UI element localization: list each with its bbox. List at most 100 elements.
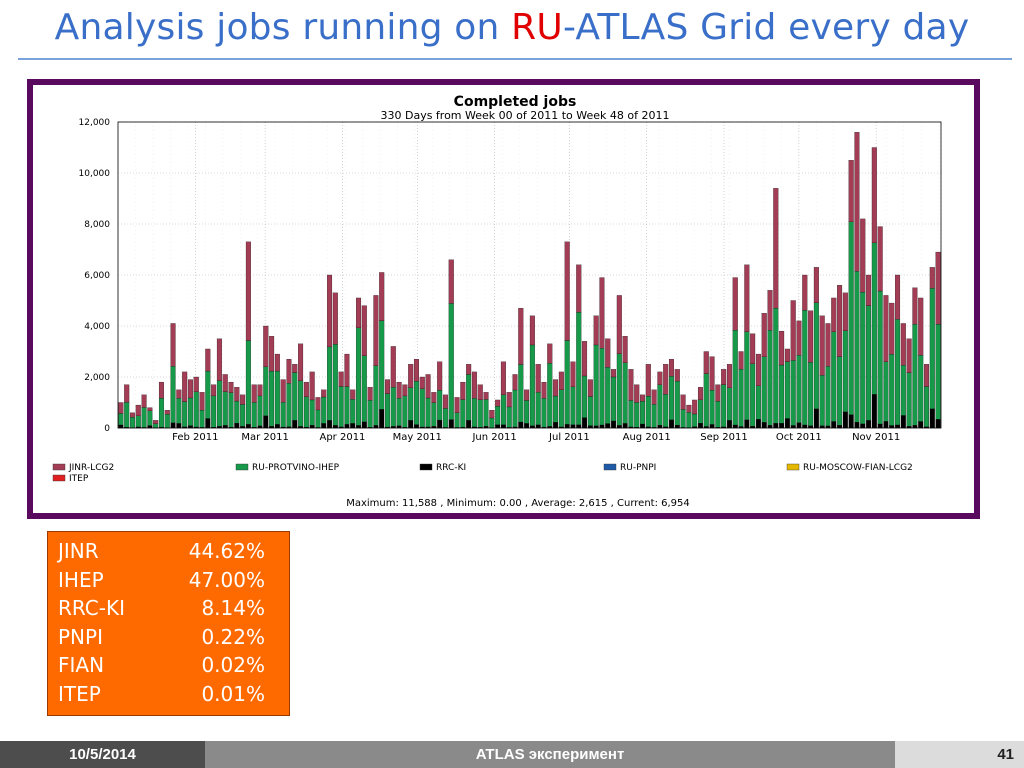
bar-segment-jinr [141,394,147,408]
bar-segment-protvino-ihep [570,386,576,425]
y-tick-label: 10,000 [79,169,111,179]
bar-segment-protvino-ihep [303,396,309,428]
legend-item: RU-PNPI [603,463,656,473]
legend-item: ITEP [52,474,89,484]
bar-segment-protvino-ihep [767,330,773,426]
bar-segment-protvino-ihep [529,344,535,426]
bar-segment-protvino-ihep [361,355,367,423]
bar-segment-protvino-ihep [640,401,646,425]
x-tick-label: Mar 2011 [241,432,289,443]
bar-segment-jinr [170,323,176,367]
bar-segment-jinr [784,348,790,362]
bar-segment-jinr [929,267,935,289]
bar-segment-protvino-ihep [860,291,866,424]
bar-segment-jinr [645,364,651,397]
bar-segment-rrc-ki [570,424,576,429]
bar-segment-jinr [379,272,385,321]
bar-segment-protvino-ihep [454,412,460,428]
bar-segment-jinr [703,351,709,374]
bar-segment-jinr [831,297,837,332]
bar-segment-jinr [390,346,396,388]
bar-segment-jinr [350,389,356,400]
bar-segment-protvino-ihep [524,400,530,424]
bar-segment-protvino-ihep [576,312,582,425]
bar-segment-rrc-ki [779,423,785,429]
bar-segment-protvino-ihep [784,361,790,419]
bar-segment-rrc-ki [744,419,750,429]
bar-segment-jinr [686,404,692,413]
bar-segment-protvino-ihep [263,366,269,416]
x-tick-label: Jul 2011 [548,432,590,443]
bar-segment-protvino-ihep [402,395,408,428]
bar-segment-protvino-ihep [286,383,292,427]
bar-segment-protvino-ihep [802,310,808,426]
bar-segment-jinr [506,392,512,408]
bar-segment-protvino-ihep [761,356,767,423]
bar-segment-jinr [541,381,547,399]
bar-segment-rrc-ki [854,421,860,429]
bar-segment-jinr [124,384,130,403]
bar-segment-rrc-ki [755,419,761,429]
legend-swatch [603,463,617,471]
bar-segment-protvino-ihep [582,375,588,418]
bar-segment-protvino-ihep [483,399,489,427]
bar-segment-protvino-ihep [651,404,657,428]
bar-segment-jinr [176,389,182,399]
bar-segment-rrc-ki [611,420,617,429]
bar-segment-protvino-ihep [825,366,831,427]
bar-segment-jinr [674,369,680,382]
bar-segment-jinr [419,376,425,389]
bar-segment-jinr [234,387,240,402]
bar-segment-protvino-ihep [790,360,796,426]
bar-segment-jinr [634,384,640,403]
share-site-name: FIAN [58,653,105,677]
bar-segment-rrc-ki [437,419,443,429]
bar-segment-jinr [854,132,860,272]
bar-segment-jinr [895,274,901,320]
bar-segment-jinr [657,371,663,385]
bar-segment-rrc-ki [866,420,872,429]
bar-segment-rrc-ki [732,424,738,429]
bar-segment-protvino-ihep [234,400,240,424]
bar-segment-rrc-ki [466,420,472,429]
bar-segment-jinr [564,241,570,341]
bar-segment-rrc-ki [761,422,767,429]
bar-segment-jinr [211,384,217,397]
bar-segment-protvino-ihep [611,376,617,422]
bar-segment-protvino-ihep [170,366,176,423]
share-row: RRC-KI 8.14% [58,594,289,623]
bar-segment-protvino-ihep [564,340,570,425]
bar-segment-rrc-ki [408,420,414,429]
bar-segment-jinr [587,379,593,397]
bar-segment-protvino-ihep [216,380,222,427]
bar-segment-protvino-ihep [182,401,188,428]
legend-swatch [52,474,66,482]
bar-segment-protvino-ihep [634,402,640,428]
bar-segment-protvino-ihep [419,388,425,428]
bar-segment-jinr [593,315,599,346]
bar-segment-protvino-ihep [448,303,454,420]
legend-swatch [786,463,800,471]
bar-segment-protvino-ihep [385,393,391,428]
bar-segment-protvino-ihep [808,362,814,426]
bar-segment-protvino-ihep [744,331,750,420]
bar-segment-rrc-ki [796,422,802,429]
x-tick-label: Feb 2011 [172,432,218,443]
bar-segment-protvino-ihep [129,417,135,428]
bar-segment-jinr [321,389,327,398]
bar-segment-rrc-ki [848,414,854,429]
bar-segment-jinr [877,226,883,292]
legend-label: RU-PNPI [620,463,656,473]
site-share-box: JINR 44.62% IHEP 47.00% RRC-KI 8.14% PNPI 0.22%… [47,531,290,716]
share-percent: 8.14% [201,596,265,620]
bar-segment-jinr [240,394,246,405]
bar-segment-rrc-ki [582,417,588,429]
legend-label: RRC-KI [436,463,466,473]
bar-segment-jinr [692,399,698,415]
bar-segment-rrc-ki [622,423,628,429]
bar-segment-protvino-ihep [912,324,918,426]
bar-segment-jinr [628,369,634,401]
bar-segment-jinr [761,313,767,357]
bar-segment-protvino-ihep [135,415,141,427]
bar-segment-protvino-ihep [500,394,506,425]
